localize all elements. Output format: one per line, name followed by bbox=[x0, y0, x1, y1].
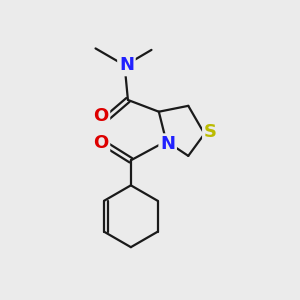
Text: N: N bbox=[160, 135, 175, 153]
Text: O: O bbox=[93, 107, 109, 125]
Text: S: S bbox=[204, 123, 217, 141]
Text: N: N bbox=[119, 56, 134, 74]
Text: O: O bbox=[93, 134, 109, 152]
